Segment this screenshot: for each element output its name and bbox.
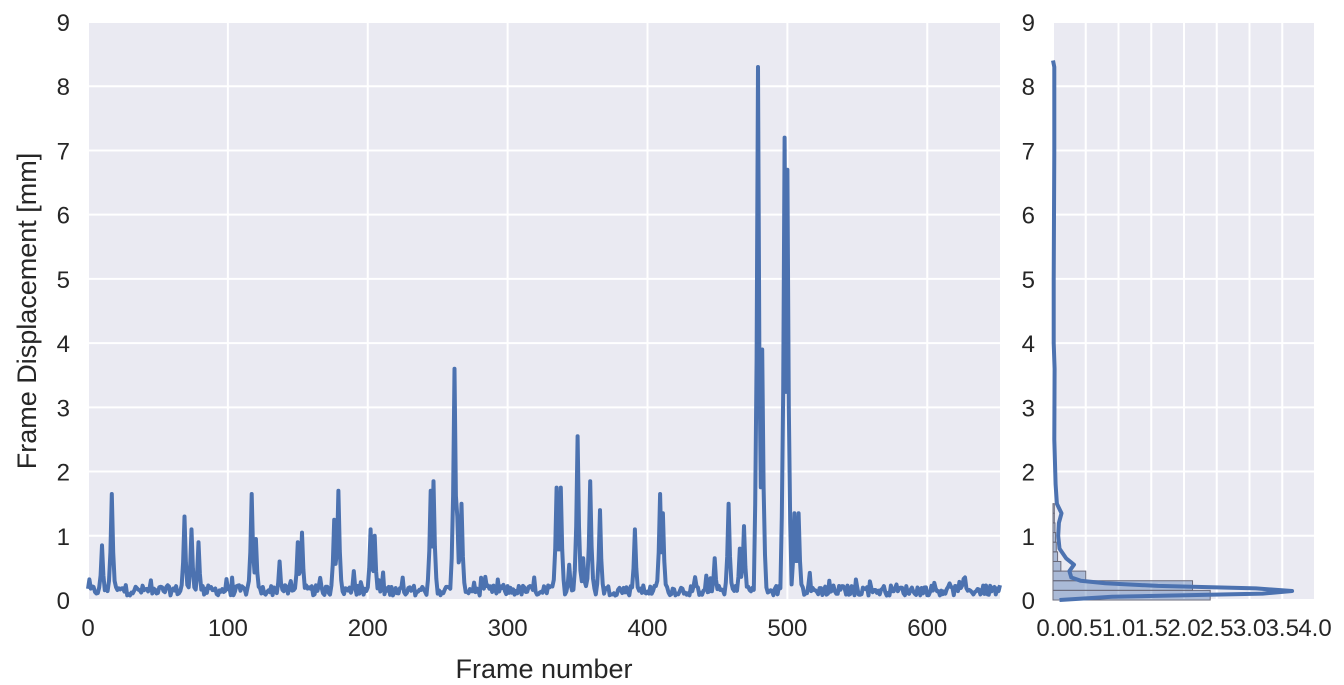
histogram-bar (1052, 503, 1055, 514)
hist-y-tick-label: 5 (1022, 267, 1035, 294)
main-x-tick-label: 200 (348, 615, 388, 642)
histogram-bar (1052, 551, 1059, 562)
hist-x-tick-label: 0.5 (1069, 615, 1102, 642)
hist-x-tick-label: 3.0 (1233, 615, 1266, 642)
hist-y-tick-label: 6 (1022, 203, 1035, 230)
main-y-tick-label: 5 (57, 267, 70, 294)
histogram-bar (1052, 532, 1057, 543)
hist-y-tick-label: 9 (1022, 10, 1035, 37)
main-plot-background (88, 22, 1000, 600)
hist-y-tick-label: 8 (1022, 74, 1035, 101)
main-x-tick-label: 0 (81, 615, 94, 642)
hist-y-tick-label: 0 (1022, 588, 1035, 615)
main-y-tick-label: 7 (57, 138, 70, 165)
main-plot-grid (87, 21, 1000, 601)
hist-x-tick-label: 1.5 (1135, 615, 1168, 642)
main-y-tick-label: 2 (57, 460, 70, 487)
main-x-tick-label: 600 (907, 615, 947, 642)
kde-curve (1051, 60, 1295, 602)
hist-y-tick-label: 3 (1022, 395, 1035, 422)
hist-y-tick-label: 1 (1022, 524, 1035, 551)
hist-x-tick-label: 4.0 (1298, 615, 1331, 642)
x-axis-label: Frame number (455, 654, 632, 684)
histogram-bar (1052, 512, 1055, 524)
histogram-bar (1052, 522, 1056, 534)
hist-y-tick-label: 2 (1022, 460, 1035, 487)
histogram-bar (1052, 541, 1057, 553)
hist-x-tick-label: 3.5 (1266, 615, 1299, 642)
hist-y-tick-label: 4 (1022, 331, 1035, 358)
main-x-tick-label: 300 (488, 615, 528, 642)
hist-x-tick-label: 2.0 (1167, 615, 1200, 642)
hist-y-tick-label: 7 (1022, 138, 1035, 165)
main-x-tick-label: 100 (208, 615, 248, 642)
y-axis-label: Frame Displacement [mm] (12, 153, 42, 470)
main-plot-ticks: 0 1 2 3 4 5 6 7 8 9 0 100 200 300 400 500 600 (57, 10, 948, 642)
hist-x-tick-label: 0.0 (1036, 615, 1069, 642)
main-y-tick-label: 0 (57, 588, 70, 615)
frame-displacement-line (86, 65, 1002, 598)
main-y-tick-label: 1 (57, 524, 70, 551)
main-y-tick-label: 8 (57, 74, 70, 101)
hist-x-tick-label: 1.0 (1102, 615, 1135, 642)
main-x-tick-label: 500 (767, 615, 807, 642)
main-y-tick-label: 3 (57, 395, 70, 422)
main-y-tick-label: 4 (57, 331, 70, 358)
main-x-tick-label: 400 (627, 615, 667, 642)
histogram-bar (1052, 560, 1062, 572)
histogram-ticks: 0 1 2 3 4 5 6 7 8 9 0.0 0.5 1.0 1.5 2.0 2.5 3.0 3.5 4.0 (1022, 10, 1332, 642)
main-y-tick-label: 6 (57, 203, 70, 230)
main-y-tick-label: 9 (57, 10, 70, 37)
hist-x-tick-label: 2.5 (1200, 615, 1233, 642)
